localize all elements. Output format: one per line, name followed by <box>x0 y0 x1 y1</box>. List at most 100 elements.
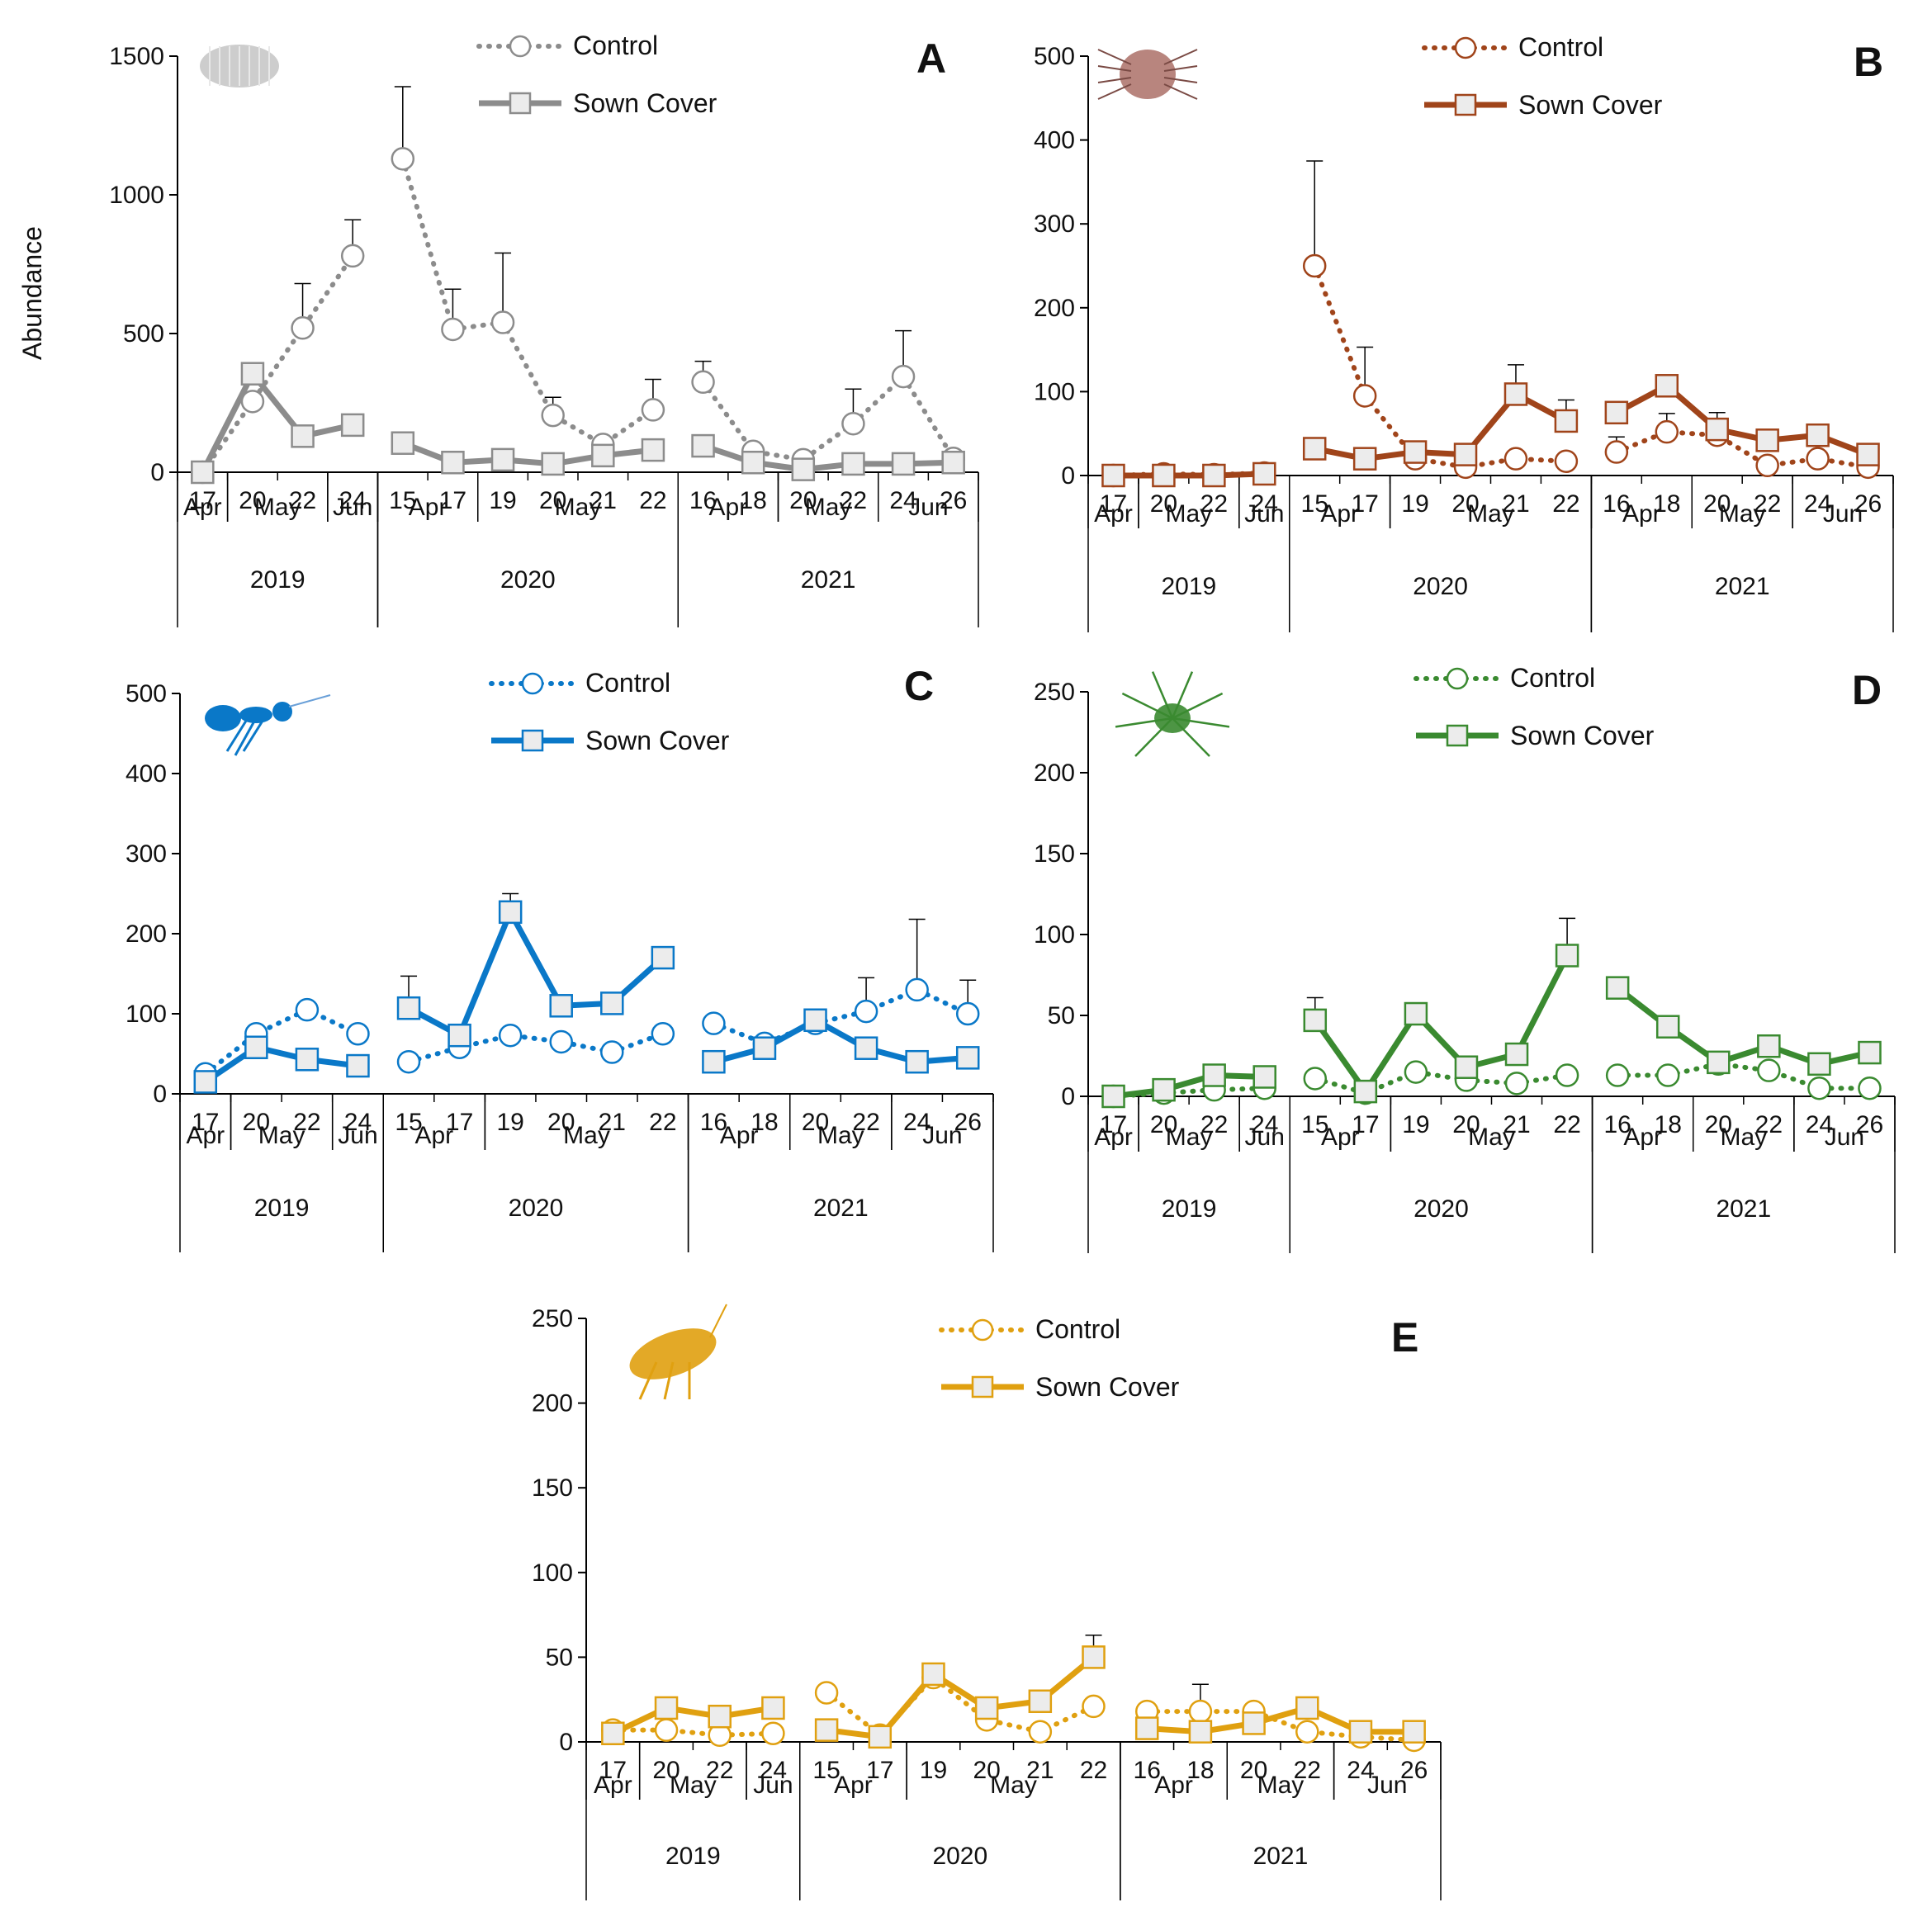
y-tick-label: 0 <box>1061 1083 1075 1110</box>
x-month-label: Apr <box>1622 500 1661 528</box>
x-month-label: Apr <box>409 494 447 521</box>
y-tick-label: 200 <box>125 920 167 948</box>
sown-cover-point <box>295 1048 320 1072</box>
x-month-label: Apr <box>594 1772 632 1799</box>
sown-cover-point <box>1202 1063 1226 1087</box>
x-month-label: May <box>1166 1124 1213 1151</box>
sown-cover-point <box>1152 1077 1176 1102</box>
x-day-label: 21 <box>1502 490 1529 518</box>
spider-icon-leg <box>1172 717 1210 757</box>
control-point <box>1806 447 1830 471</box>
x-day-label: 22 <box>1755 1111 1783 1138</box>
control-point <box>1504 1072 1529 1096</box>
sown-cover-point <box>601 1721 625 1745</box>
sown-cover-point <box>1082 1645 1106 1669</box>
sown-cover-point <box>1188 1720 1213 1744</box>
control-point <box>905 977 929 1002</box>
sown-cover-point <box>752 1036 777 1060</box>
spider-icon-leg <box>1121 692 1173 720</box>
x-day-label: 26 <box>954 1109 982 1136</box>
legend-control-label: Control <box>585 668 670 698</box>
control-point <box>346 1022 370 1046</box>
beetle-icon-leg <box>638 1361 658 1400</box>
y-tick-label: 500 <box>125 680 167 707</box>
control-line <box>202 1007 361 1077</box>
x-year-label: 2020 <box>509 1195 564 1222</box>
x-day-label: 16 <box>1603 1111 1631 1138</box>
control-point <box>1858 1076 1882 1100</box>
x-day-label: 20 <box>973 1757 1000 1784</box>
sown-cover-point <box>1402 1720 1426 1744</box>
sown-cover-point <box>921 1662 945 1687</box>
x-day-label: 24 <box>344 1109 372 1136</box>
control-point <box>1655 419 1679 444</box>
x-month-label: May <box>1720 1124 1767 1151</box>
x-month-label: Apr <box>834 1772 873 1799</box>
control-line <box>400 156 656 447</box>
legend: Control Sown Cover <box>489 668 730 755</box>
series-sown-cover <box>1101 364 1880 488</box>
sown-cover-line <box>199 371 356 476</box>
x-month-label: Jun <box>908 494 948 521</box>
x-month-label: Jun <box>753 1772 793 1799</box>
legend-control-marker <box>509 35 532 58</box>
y-tick-label: 100 <box>532 1559 573 1587</box>
legend: Control Sown Cover <box>1422 32 1663 120</box>
legend-sown-cover-marker <box>1454 93 1477 116</box>
ant-icon-abdomen <box>205 705 241 731</box>
sown-cover-point <box>1303 1008 1328 1033</box>
sown-cover-point <box>591 443 615 468</box>
sown-cover-point <box>191 460 215 485</box>
sown-cover-point <box>291 424 315 448</box>
x-month-label: Apr <box>1623 1124 1662 1151</box>
mite-icon-body <box>1120 50 1176 99</box>
control-point <box>498 1023 523 1048</box>
control-point <box>702 1011 726 1035</box>
sown-cover-point <box>600 991 624 1015</box>
x-month-label: May <box>254 494 301 521</box>
sown-cover-point <box>641 438 665 462</box>
x-year-label: 2020 <box>1413 1195 1469 1223</box>
x-day-label: 20 <box>1705 1111 1732 1138</box>
x-month-label: May <box>805 494 852 521</box>
x-day-label: 18 <box>1186 1757 1214 1784</box>
x-day-label: 17 <box>1352 1111 1379 1138</box>
legend-sown-cover-label: Sown Cover <box>585 726 730 755</box>
legend-control-marker <box>971 1318 994 1342</box>
x-day-label: 15 <box>389 487 416 514</box>
sown-cover-point <box>1101 463 1125 488</box>
sown-cover-line <box>1614 985 1873 1067</box>
x-day-label: 17 <box>446 1109 473 1136</box>
control-point <box>295 997 320 1022</box>
sown-cover-point <box>346 1053 370 1078</box>
x-month-label: May <box>258 1122 305 1149</box>
series-sown-cover <box>193 892 980 1094</box>
x-day-label: 22 <box>1200 1111 1228 1138</box>
control-point <box>1757 1058 1781 1082</box>
sown-cover-point <box>708 1704 732 1729</box>
sown-cover-point <box>941 450 965 475</box>
control-point <box>441 317 465 342</box>
x-day-label: 17 <box>866 1757 893 1784</box>
control-point <box>291 316 315 340</box>
y-tick-label: 400 <box>125 760 167 788</box>
control-point <box>240 390 265 414</box>
x-day-label: 18 <box>740 487 767 514</box>
x-month-label: Jun <box>1367 1772 1407 1799</box>
control-point <box>1295 1720 1319 1744</box>
control-point <box>600 1040 624 1064</box>
x-day-label: 22 <box>1553 1111 1580 1138</box>
x-day-label: 18 <box>1653 490 1680 518</box>
x-day-label: 24 <box>1251 1111 1278 1138</box>
legend-control-marker <box>1454 36 1477 59</box>
sown-cover-point <box>854 1036 878 1060</box>
legend-control-label: Control <box>1035 1314 1120 1344</box>
control-point <box>841 411 865 436</box>
sown-cover-line <box>710 1017 971 1065</box>
x-day-label: 20 <box>789 487 817 514</box>
x-day-label: 26 <box>1400 1757 1428 1784</box>
x-day-label: 22 <box>1200 490 1228 518</box>
x-day-label: 21 <box>1503 1111 1530 1138</box>
